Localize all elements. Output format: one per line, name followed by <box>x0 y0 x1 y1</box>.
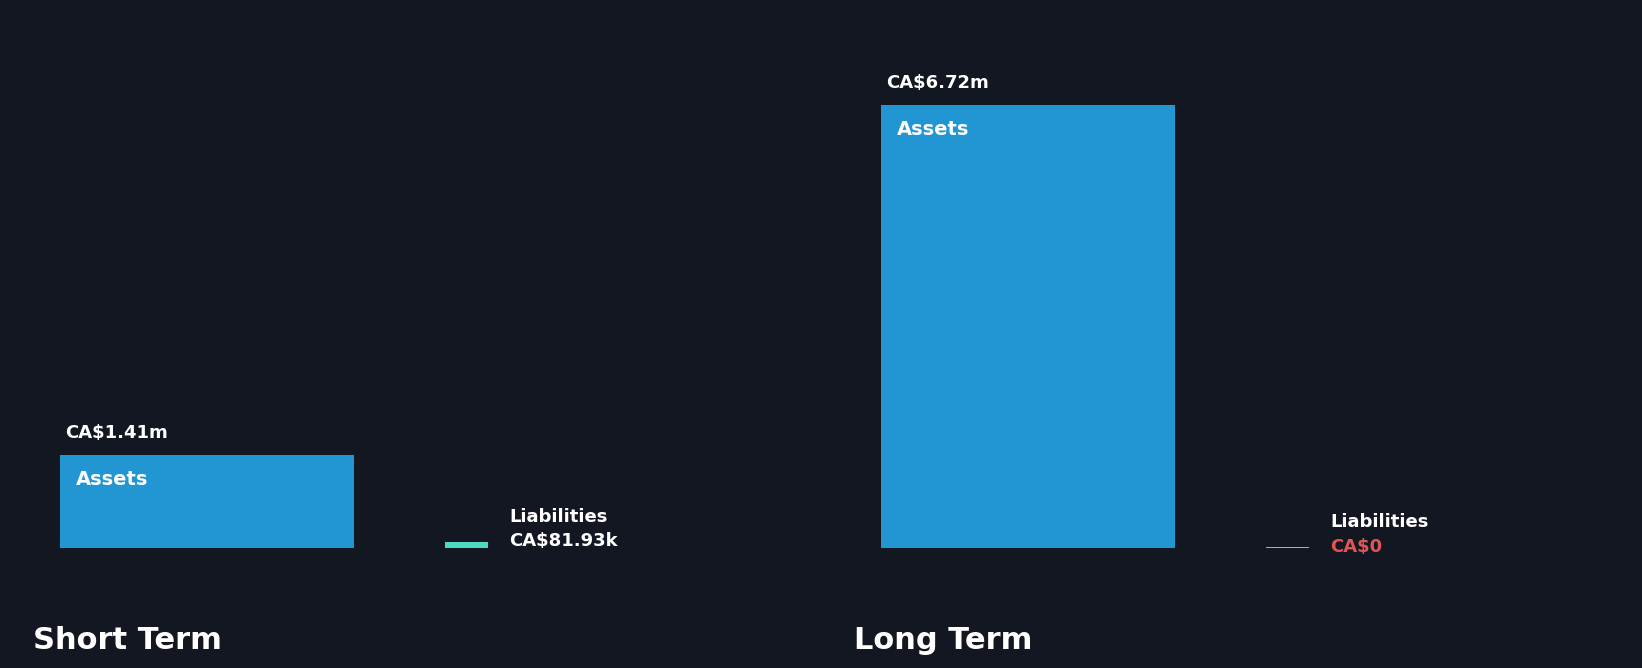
Text: Long Term: Long Term <box>854 626 1033 655</box>
Text: CA$0: CA$0 <box>1330 538 1383 556</box>
Text: Liabilities: Liabilities <box>509 508 608 526</box>
Text: CA$81.93k: CA$81.93k <box>509 532 617 550</box>
Text: Short Term: Short Term <box>33 626 222 655</box>
Text: Liabilities: Liabilities <box>1330 513 1429 531</box>
Text: Assets: Assets <box>897 120 969 139</box>
Bar <box>1266 547 1309 548</box>
Text: Assets: Assets <box>76 470 148 489</box>
Text: CA$1.41m: CA$1.41m <box>66 424 167 442</box>
Bar <box>445 542 488 548</box>
Bar <box>59 455 355 548</box>
Text: CA$6.72m: CA$6.72m <box>887 75 988 92</box>
Bar <box>880 105 1176 548</box>
